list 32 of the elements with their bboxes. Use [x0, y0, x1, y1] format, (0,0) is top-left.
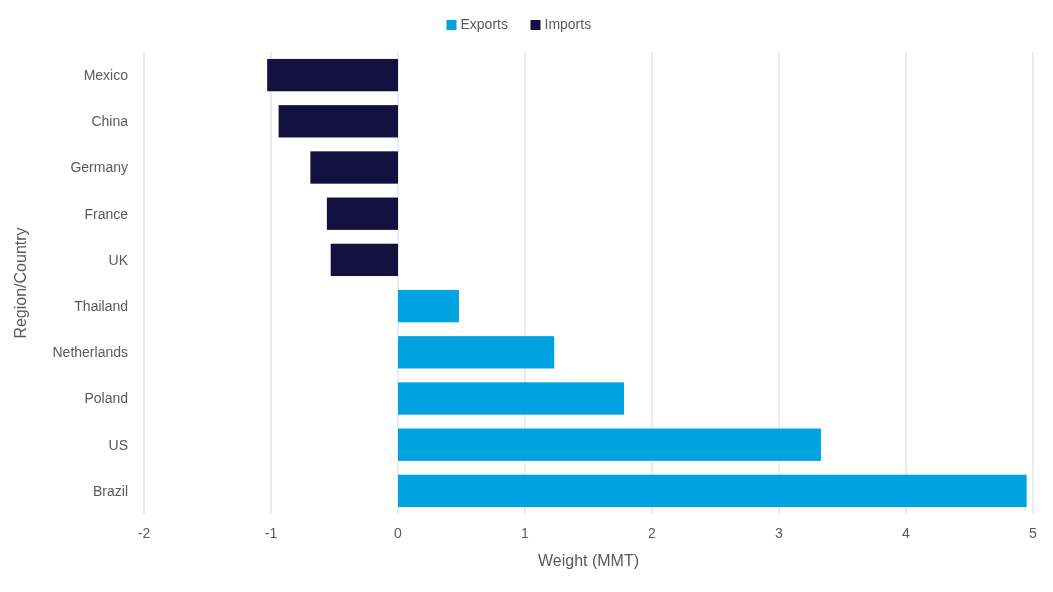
y-tick-label: Netherlands [52, 344, 128, 361]
y-tick-label: China [91, 113, 129, 130]
y-tick-label: Mexico [83, 67, 129, 83]
y-tick-label: France [84, 205, 129, 222]
bar [398, 336, 555, 369]
y-tick-label: Brazil [92, 482, 128, 499]
bar [330, 243, 398, 277]
bar [398, 289, 459, 323]
bar [278, 105, 398, 138]
bar [326, 197, 398, 230]
x-tick-label: 3 [775, 525, 784, 541]
bar [398, 382, 625, 415]
legend-label: Exports [460, 16, 508, 32]
y-axis-title: Region/Country [12, 227, 29, 339]
x-tick-label: 2 [648, 525, 657, 541]
x-tick-label: 1 [521, 525, 530, 541]
y-tick-label: Germany [70, 159, 128, 176]
y-tick-label: Thailand [74, 298, 128, 314]
x-tick-label: -1 [264, 525, 278, 541]
x-tick-label: -2 [137, 525, 151, 541]
bar [398, 474, 1027, 508]
y-tick-label: Poland [84, 390, 128, 407]
x-tick-label: 5 [1029, 525, 1038, 541]
legend-label: Imports [544, 16, 592, 32]
bar [267, 58, 398, 92]
x-tick-label: 4 [902, 525, 911, 541]
bar [398, 428, 821, 461]
x-axis-title: Weight (MMT) [537, 552, 640, 569]
y-tick-label: UK [108, 251, 129, 268]
bar [310, 151, 398, 184]
y-tick-label: US [108, 436, 128, 453]
x-tick-label: 0 [394, 525, 403, 541]
